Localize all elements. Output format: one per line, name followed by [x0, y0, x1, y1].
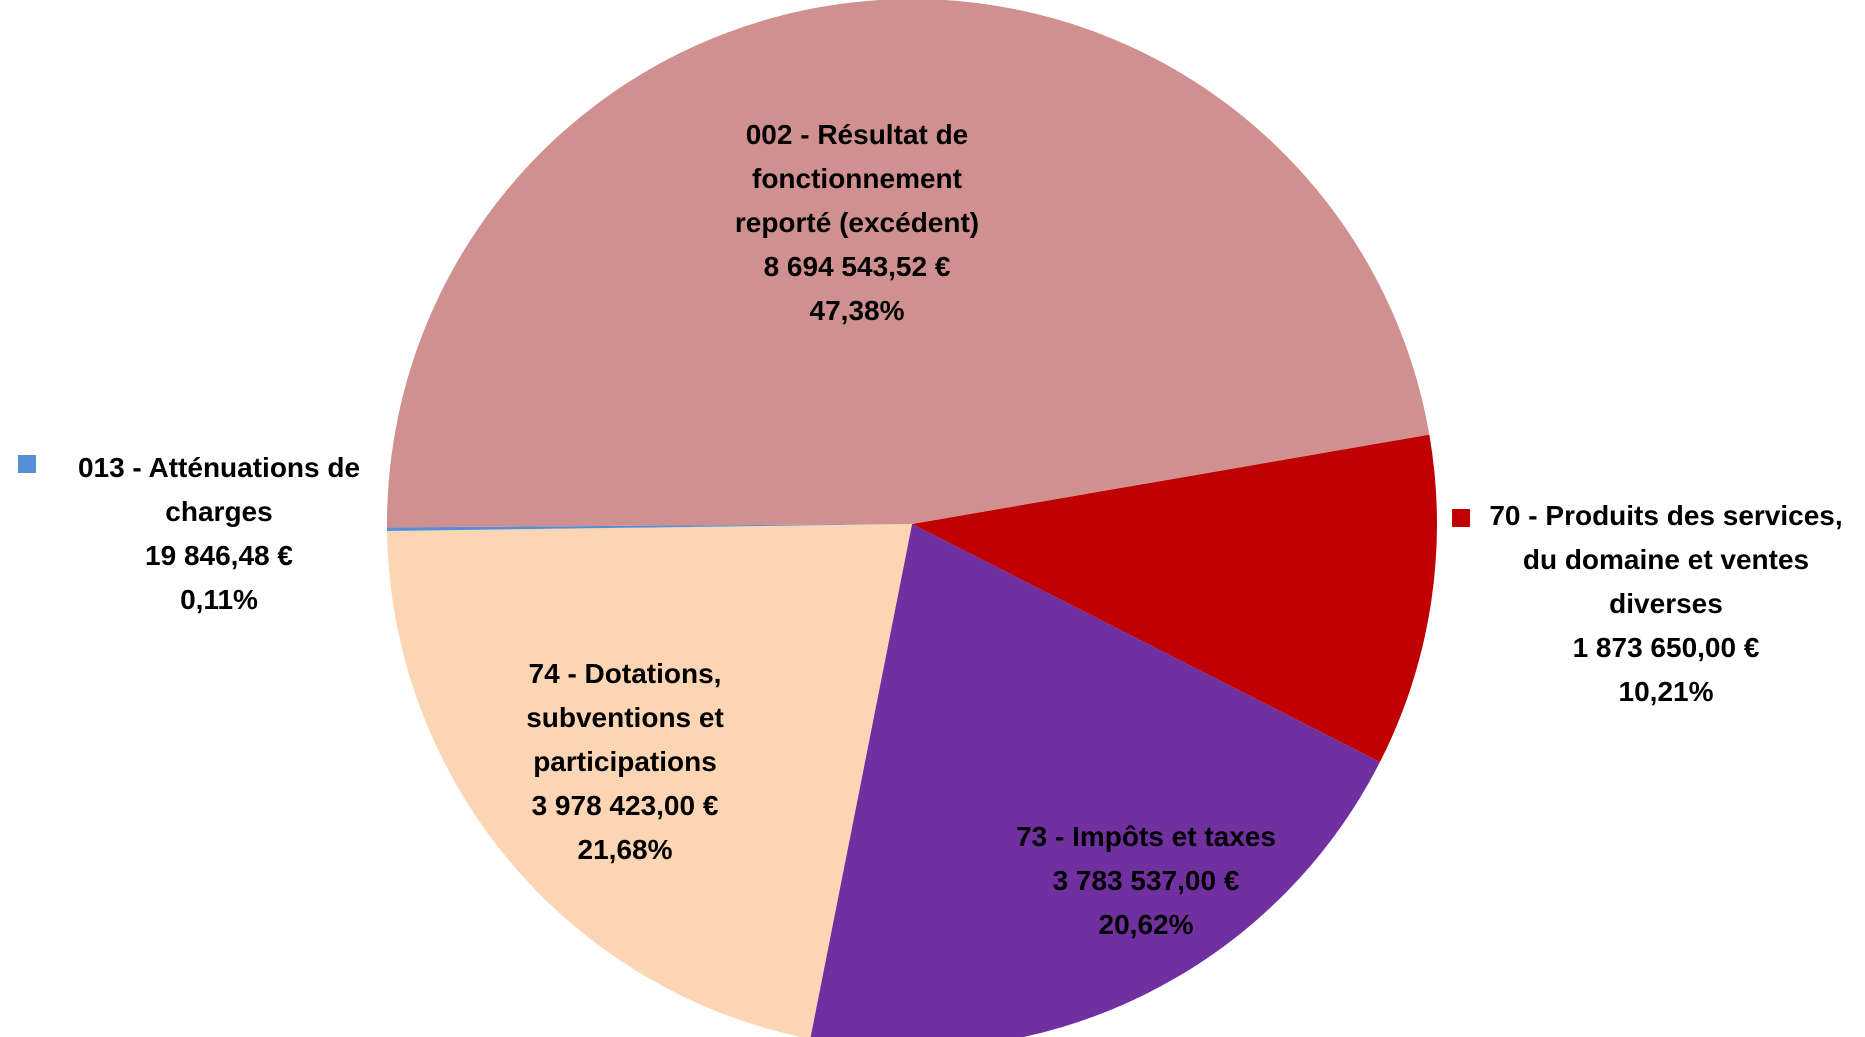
value-label: 3 783 537,00 € [1052, 865, 1240, 896]
value-label: 1 873 650,00 € [1572, 632, 1760, 663]
pie-slice [387, 524, 912, 1037]
value-label: 3 978 423,00 € [531, 790, 719, 821]
pie-slice [810, 524, 1380, 1037]
pie-slice [387, 0, 1430, 528]
percentage-label: 47,38% [809, 295, 905, 326]
category-name: 74 - Dotations, subventions et participa… [526, 658, 724, 777]
slice-label: 002 - Résultat de fonctionnement reporté… [702, 113, 1012, 333]
value-label: 19 846,48 € [145, 540, 293, 571]
slice-label: 70 - Produits des services, du domaine e… [1476, 494, 1856, 714]
category-name: 013 - Atténuations de charges [77, 452, 361, 527]
legend-key [1452, 509, 1470, 527]
percentage-label: 20,62% [1098, 909, 1194, 940]
category-name: 73 - Impôts et taxes [1016, 821, 1276, 852]
category-name: 002 - Résultat de fonctionnement reporté… [734, 119, 980, 238]
slice-label: 013 - Atténuations de charges 19 846,48 €… [49, 446, 389, 622]
category-name: 70 - Produits des services, du domaine e… [1489, 500, 1843, 619]
slice-label: 73 - Impôts et taxes 3 783 537,00 € 20,62% [976, 815, 1316, 947]
slice-label: 74 - Dotations, subventions et participa… [495, 652, 755, 872]
legend-key [18, 455, 36, 473]
pie-slice [387, 524, 912, 531]
pie-slice [912, 434, 1437, 763]
percentage-label: 10,21% [1618, 676, 1714, 707]
value-label: 8 694 543,52 € [763, 251, 951, 282]
percentage-label: 0,11% [180, 584, 258, 615]
percentage-label: 21,68% [577, 834, 673, 865]
